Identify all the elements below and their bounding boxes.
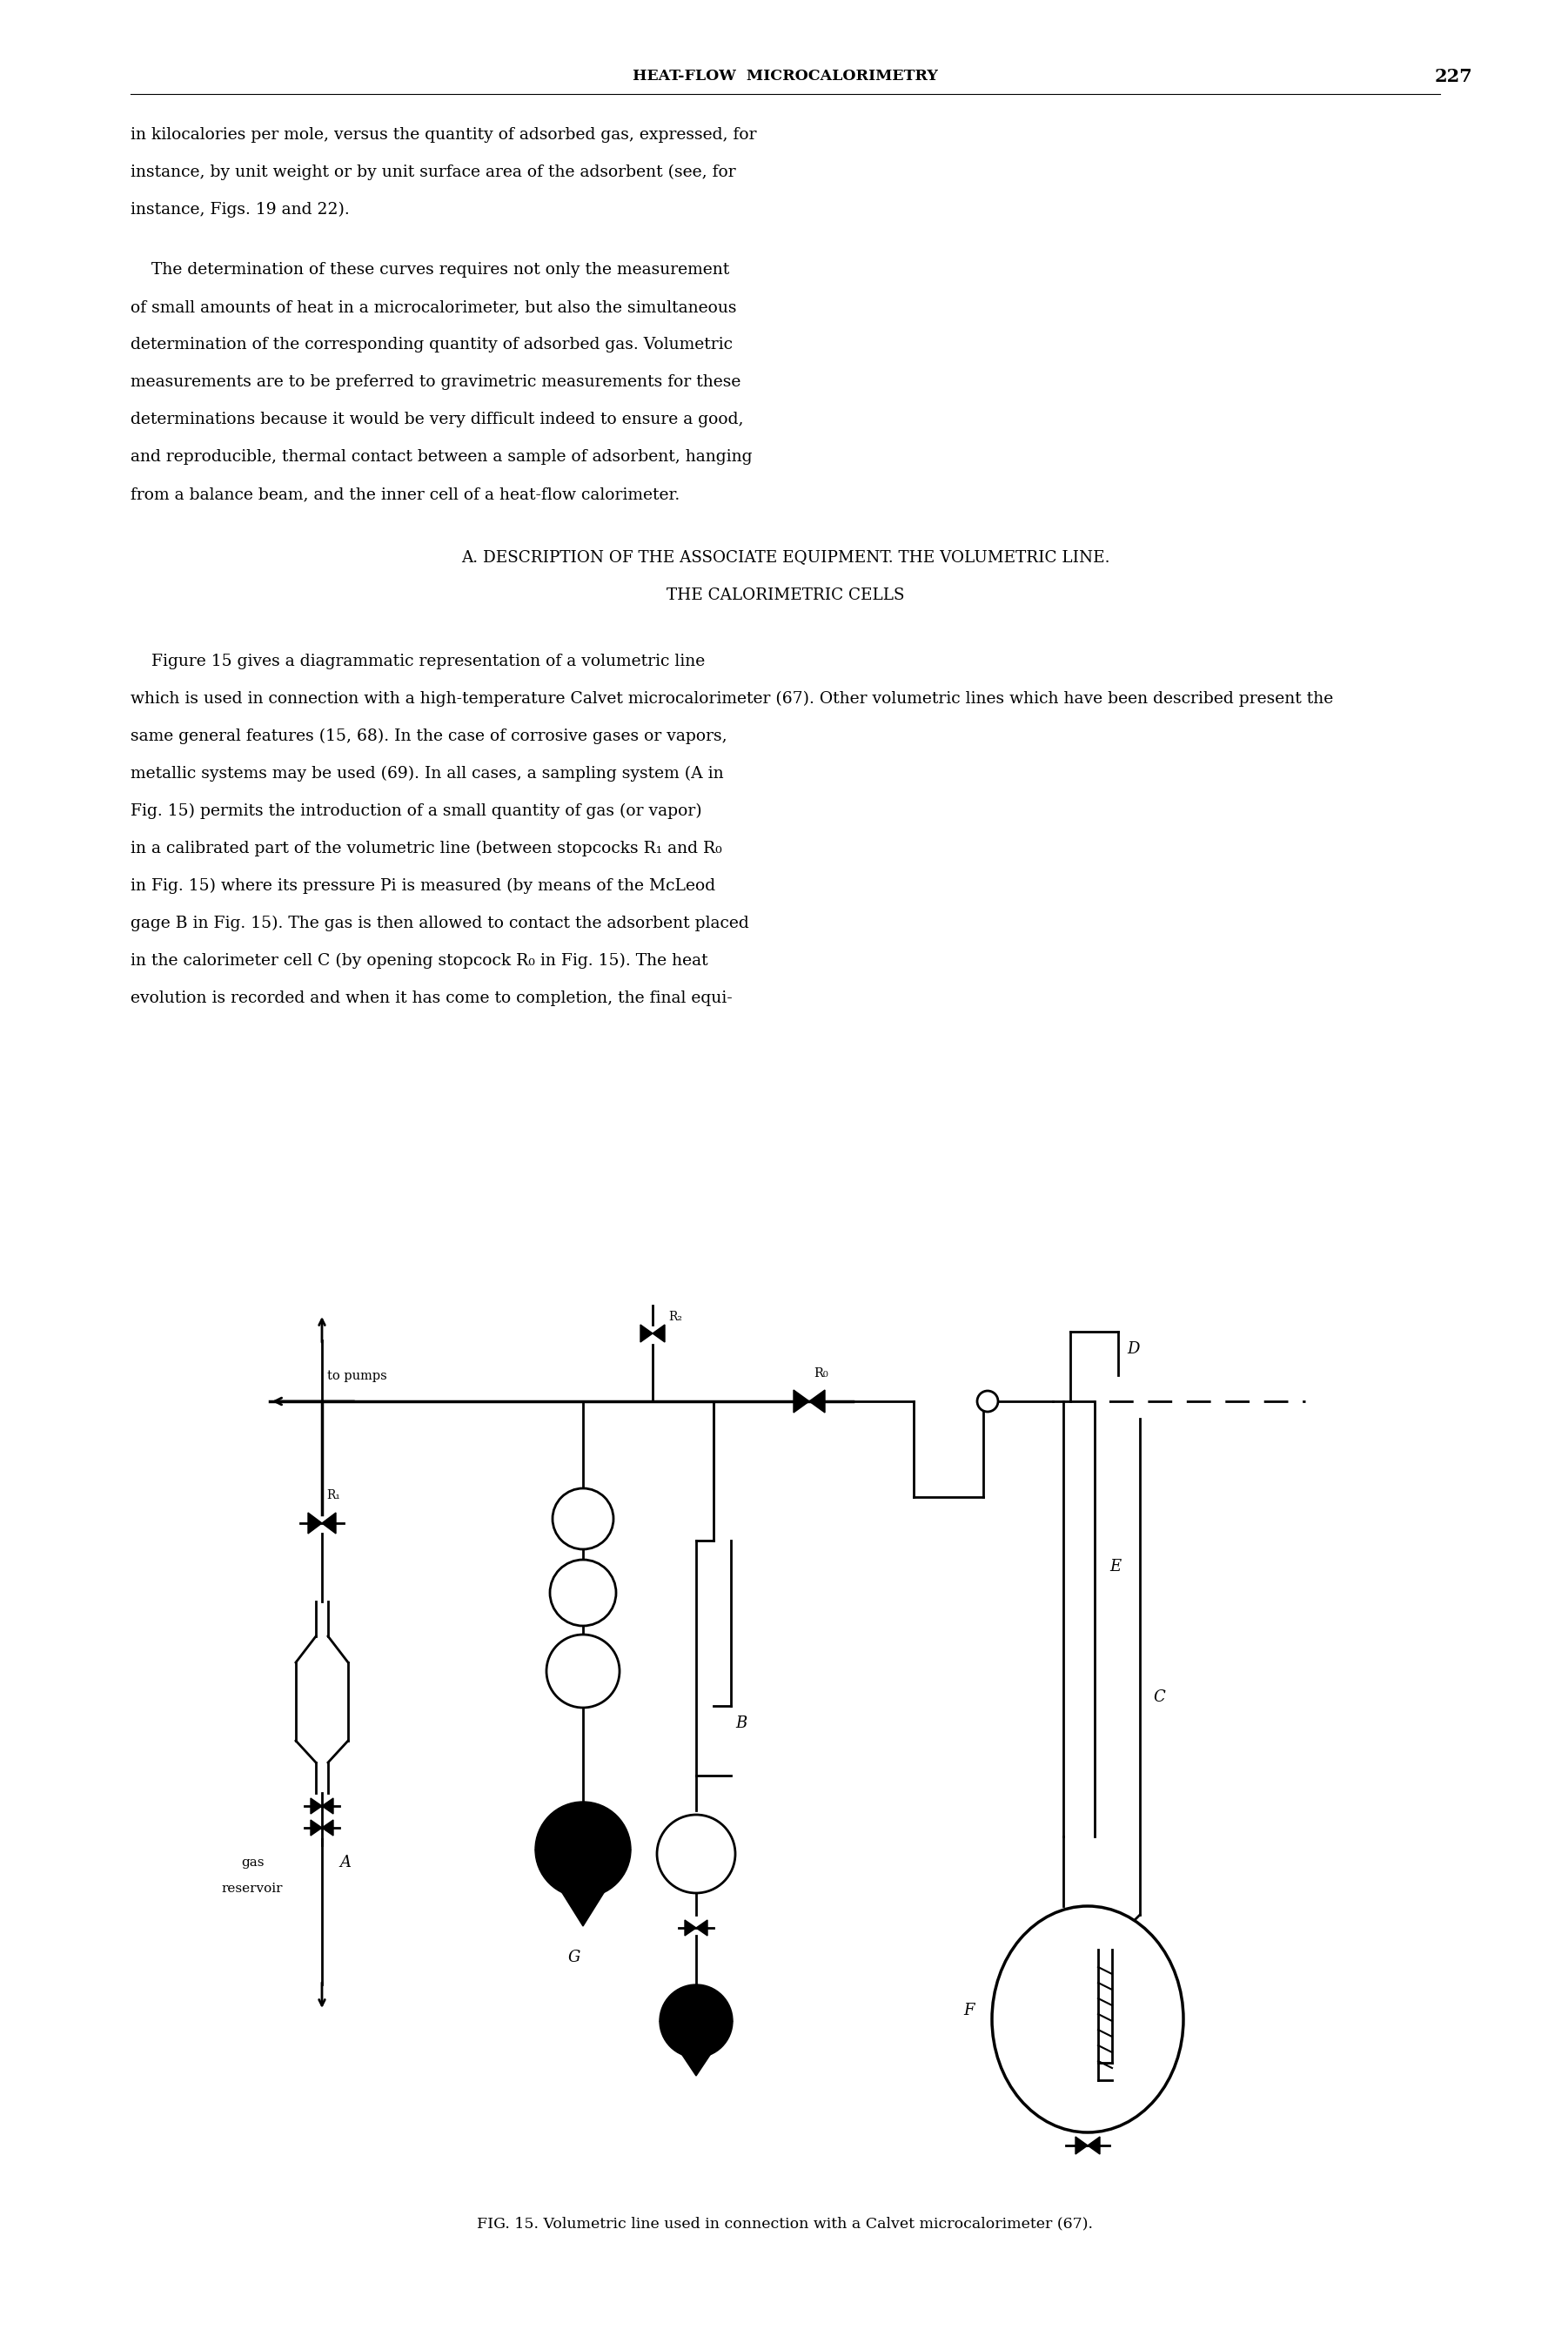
Text: Fig. 15) permits the introduction of a small quantity of gas (or vapor): Fig. 15) permits the introduction of a s… — [130, 804, 702, 820]
Text: instance, by unit weight or by unit surface area of the adsorbent (see, for: instance, by unit weight or by unit surf… — [130, 165, 735, 181]
Text: 227: 227 — [1435, 68, 1472, 85]
Text: and reproducible, thermal contact between a sample of adsorbent, hanging: and reproducible, thermal contact betwee… — [130, 449, 753, 465]
Polygon shape — [321, 1513, 336, 1535]
Polygon shape — [640, 1325, 652, 1342]
Ellipse shape — [993, 1906, 1184, 2131]
Circle shape — [660, 1983, 732, 2059]
Circle shape — [977, 1391, 999, 1412]
Text: determinations because it would be very difficult indeed to ensure a good,: determinations because it would be very … — [130, 411, 743, 428]
Circle shape — [552, 1488, 613, 1549]
Polygon shape — [307, 1513, 321, 1535]
Text: instance, Figs. 19 and 22).: instance, Figs. 19 and 22). — [130, 202, 350, 219]
Polygon shape — [535, 1849, 630, 1927]
Text: G: G — [568, 1950, 580, 1965]
Polygon shape — [310, 1798, 321, 1814]
Text: FIG. 15. Volumetric line used in connection with a Calvet microcalorimeter (67).: FIG. 15. Volumetric line used in connect… — [477, 2216, 1093, 2230]
Text: to pumps: to pumps — [326, 1370, 387, 1382]
Polygon shape — [793, 1389, 809, 1412]
Text: C: C — [1152, 1690, 1165, 1706]
Text: D: D — [1127, 1342, 1140, 1356]
Polygon shape — [1076, 2136, 1088, 2155]
Text: A. DESCRIPTION OF THE ASSOCIATE EQUIPMENT. THE VOLUMETRIC LINE.: A. DESCRIPTION OF THE ASSOCIATE EQUIPMEN… — [461, 550, 1110, 564]
Polygon shape — [696, 1920, 707, 1936]
Text: B: B — [735, 1716, 746, 1732]
Text: THE CALORIMETRIC CELLS: THE CALORIMETRIC CELLS — [666, 588, 905, 604]
Circle shape — [547, 1636, 619, 1708]
Text: from a balance beam, and the inner cell of a heat-flow calorimeter.: from a balance beam, and the inner cell … — [130, 486, 681, 503]
Circle shape — [550, 1560, 616, 1626]
Polygon shape — [652, 1325, 665, 1342]
Text: A: A — [339, 1854, 351, 1871]
Text: in the calorimeter cell C (by opening stopcock R₀ in Fig. 15). The heat: in the calorimeter cell C (by opening st… — [130, 954, 709, 968]
Text: in a calibrated part of the volumetric line (between stopcocks R₁ and R₀: in a calibrated part of the volumetric l… — [130, 841, 721, 855]
Text: in Fig. 15) where its pressure Pi is measured (by means of the McLeod: in Fig. 15) where its pressure Pi is mea… — [130, 879, 715, 893]
Text: R₁: R₁ — [326, 1490, 340, 1502]
Text: The determination of these curves requires not only the measurement: The determination of these curves requir… — [130, 261, 729, 277]
Polygon shape — [321, 1798, 334, 1814]
Polygon shape — [660, 2021, 732, 2075]
Text: Figure 15 gives a diagrammatic representation of a volumetric line: Figure 15 gives a diagrammatic represent… — [130, 653, 706, 670]
Polygon shape — [809, 1389, 825, 1412]
Circle shape — [535, 1802, 630, 1896]
Text: F: F — [964, 2002, 975, 2019]
Polygon shape — [321, 1819, 334, 1835]
Text: HEAT-FLOW  MICROCALORIMETRY: HEAT-FLOW MICROCALORIMETRY — [632, 68, 938, 85]
Polygon shape — [1088, 2136, 1099, 2155]
Text: R₂: R₂ — [668, 1311, 682, 1323]
Text: evolution is recorded and when it has come to completion, the final equi-: evolution is recorded and when it has co… — [130, 989, 732, 1006]
Text: which is used in connection with a high-temperature Calvet microcalorimeter (67): which is used in connection with a high-… — [130, 691, 1333, 707]
Text: gas: gas — [241, 1856, 263, 1868]
Text: gage B in Fig. 15). The gas is then allowed to contact the adsorbent placed: gage B in Fig. 15). The gas is then allo… — [130, 916, 750, 931]
Text: determination of the corresponding quantity of adsorbed gas. Volumetric: determination of the corresponding quant… — [130, 336, 732, 352]
Text: E: E — [1110, 1558, 1121, 1575]
Text: in kilocalories per mole, versus the quantity of adsorbed gas, expressed, for: in kilocalories per mole, versus the qua… — [130, 127, 757, 143]
Text: same general features (15, 68). In the case of corrosive gases or vapors,: same general features (15, 68). In the c… — [130, 728, 728, 745]
Polygon shape — [310, 1819, 321, 1835]
Text: of small amounts of heat in a microcalorimeter, but also the simultaneous: of small amounts of heat in a microcalor… — [130, 298, 737, 315]
Text: metallic systems may be used (69). In all cases, a sampling system (A in: metallic systems may be used (69). In al… — [130, 766, 724, 783]
Circle shape — [657, 1814, 735, 1894]
Polygon shape — [685, 1920, 696, 1936]
Text: reservoir: reservoir — [221, 1882, 282, 1894]
Text: R₀: R₀ — [814, 1368, 828, 1379]
Text: measurements are to be preferred to gravimetric measurements for these: measurements are to be preferred to grav… — [130, 374, 740, 390]
